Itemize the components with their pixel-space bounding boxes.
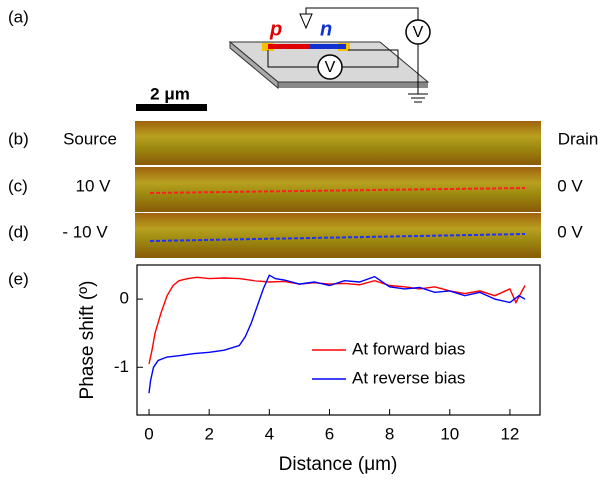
plot-frame — [136, 264, 541, 416]
panel-label: (a) — [8, 7, 29, 26]
data-line — [148, 274, 526, 394]
row-left-label: Source — [63, 129, 117, 148]
afm-image — [135, 213, 541, 258]
row-right-label: Drain — [558, 129, 599, 148]
scale-bar — [136, 104, 207, 111]
phase-chart: Distance (μm) Phase shift (º) 0 2 4 6 8 10 12 -… — [77, 264, 541, 475]
y-tick-label: 0 — [120, 289, 129, 308]
panel-label: (b) — [8, 129, 29, 148]
p-label: p — [269, 18, 282, 40]
x-tick-label: 8 — [385, 424, 394, 443]
afm-image — [135, 121, 541, 165]
x-axis-label: Distance (μm) — [279, 454, 398, 475]
meter-label: V — [413, 24, 424, 41]
x-tick-label: 4 — [265, 424, 274, 443]
scale-bar-label: 2 μm — [150, 84, 190, 103]
legend-label: At reverse bias — [352, 368, 465, 387]
panel-label: (e) — [8, 269, 29, 288]
y-axis-label: Phase shift (º) — [77, 281, 98, 400]
legend-label: At forward bias — [352, 339, 465, 358]
panel-label: (d) — [8, 222, 29, 241]
n-label: n — [320, 18, 332, 40]
data-line — [148, 276, 526, 365]
y-tick-label: -1 — [114, 357, 129, 376]
x-tick-label: 12 — [500, 424, 519, 443]
x-tick-label: 2 — [204, 424, 213, 443]
row-left-label: - 10 V — [62, 222, 108, 241]
scan-line — [149, 233, 526, 242]
row-right-label: 0 V — [557, 176, 583, 195]
schematic: p n V V — [228, 7, 431, 103]
scan-line — [149, 187, 526, 194]
meter-label: V — [325, 59, 336, 76]
x-tick-label: 10 — [440, 424, 459, 443]
row-right-label: 0 V — [557, 222, 583, 241]
row-left-label: 10 V — [76, 176, 112, 195]
x-tick-label: 6 — [325, 424, 334, 443]
x-tick-label: 0 — [144, 424, 153, 443]
panel-label: (c) — [8, 176, 28, 195]
